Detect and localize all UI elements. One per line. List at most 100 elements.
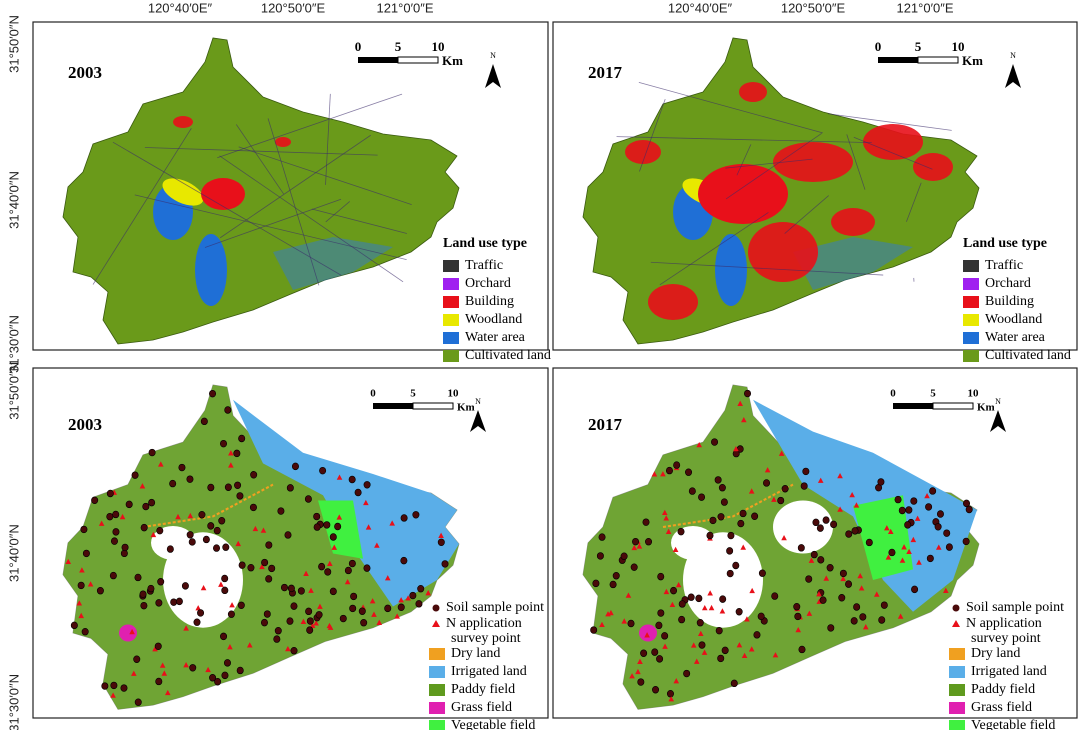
- soil-sample-point: [763, 479, 771, 487]
- soil-sample-point: [630, 563, 638, 571]
- survey-point: [98, 520, 105, 526]
- soil-sample-point: [110, 537, 118, 545]
- soil-sample-point: [657, 609, 665, 617]
- soil-sample-point: [719, 595, 727, 603]
- soil-sample-point: [218, 517, 226, 525]
- soil-sample-point: [735, 608, 743, 616]
- soil-sample-point: [943, 529, 951, 537]
- survey-point: [259, 563, 265, 570]
- soil-sample-point: [845, 580, 853, 588]
- survey-point: [690, 642, 697, 648]
- soil-sample-point: [609, 580, 617, 589]
- legend-label: Paddy field: [971, 682, 1035, 697]
- soil-sample-point: [134, 698, 142, 706]
- survey-point: [740, 544, 747, 550]
- legend-label: Irrigated land: [971, 664, 1047, 679]
- soil-sample-point: [305, 607, 313, 616]
- soil-sample-point: [112, 510, 120, 519]
- soil-sample-point: [632, 537, 640, 546]
- traffic-road: [134, 194, 407, 261]
- soil-sample-point: [865, 538, 873, 547]
- soil-sample-point: [637, 678, 645, 686]
- survey-point: [853, 502, 860, 508]
- north-label: N: [995, 397, 1001, 406]
- soil-sample-point: [838, 594, 846, 602]
- traffic-road: [219, 155, 404, 283]
- survey-point: [150, 531, 157, 538]
- survey-point: [336, 514, 343, 520]
- soil-sample-point: [224, 483, 232, 491]
- grass-field: [639, 624, 657, 642]
- scale-label: 10: [448, 388, 460, 400]
- soil-sample-point: [384, 604, 392, 613]
- soil-sample-point: [652, 686, 660, 694]
- year-label: 2003: [68, 415, 102, 434]
- survey-point: [157, 461, 164, 467]
- traffic-road: [92, 128, 192, 285]
- survey-point: [139, 483, 146, 489]
- survey-point: [873, 591, 880, 597]
- soil-sample-point: [221, 574, 229, 583]
- legend-swatch: [443, 278, 459, 290]
- survey-point: [228, 450, 234, 456]
- building: [739, 82, 767, 102]
- traffic-road: [267, 118, 320, 286]
- soil-sample-point: [265, 575, 273, 583]
- soil-sample-point: [148, 448, 156, 457]
- survey-point: [195, 605, 201, 611]
- survey-point: [663, 588, 670, 595]
- soil-sample-point: [273, 635, 281, 643]
- survey-point: [65, 558, 72, 565]
- soil-sample-point: [220, 439, 228, 448]
- soil-sample-point: [698, 641, 706, 649]
- longitude-label: 121°0′0″E: [896, 0, 953, 15]
- north-arrow: [470, 410, 486, 432]
- traffic-road: [616, 136, 872, 143]
- soil-sample-point: [688, 487, 696, 495]
- traffic-road: [112, 141, 342, 276]
- traffic-road: [725, 158, 813, 169]
- soil-sample-point: [178, 463, 186, 472]
- soil-sample-point: [125, 500, 133, 509]
- soil-sample-point: [200, 417, 208, 426]
- survey-point: [110, 692, 116, 698]
- soil-sample-point: [805, 575, 813, 583]
- soil-sample-point: [202, 535, 210, 544]
- legend-label: N application: [446, 616, 522, 631]
- soil-sample-point: [101, 682, 109, 690]
- survey-point: [808, 557, 815, 563]
- soil-sample-point: [121, 543, 129, 552]
- soil-sample-point: [329, 533, 337, 541]
- soil-sample-point: [363, 564, 371, 572]
- soil-sample-point: [695, 594, 703, 603]
- legend-label: Vegetable field: [971, 718, 1055, 730]
- soil-sample-point: [198, 511, 206, 519]
- latitude-label: 31°50′0″N: [6, 15, 21, 73]
- soil-sample-point: [110, 681, 118, 690]
- soil-sample-point: [696, 618, 704, 627]
- soil-sample-point: [166, 545, 174, 553]
- soil-sample-point: [170, 598, 178, 606]
- soil-sample-point: [812, 518, 820, 527]
- soil-sample-point: [911, 585, 919, 594]
- traffic-road: [736, 144, 752, 176]
- soil-sample-point: [286, 617, 294, 625]
- legend-swatch: [949, 702, 965, 714]
- soil-sample-point: [147, 584, 155, 593]
- survey-point: [252, 525, 259, 532]
- traffic-road: [204, 198, 342, 248]
- soil-sample-point: [721, 646, 729, 655]
- soil-sample-point: [155, 599, 163, 607]
- soil-sample-point: [186, 531, 194, 539]
- paddy-field: [583, 384, 979, 710]
- soil-sample-point: [400, 514, 408, 522]
- soil-sample-point: [139, 590, 147, 598]
- latitude-label: 31°40′0″N: [6, 524, 21, 582]
- survey-point: [218, 581, 224, 587]
- soil-sample-point: [822, 516, 830, 524]
- survey-point: [344, 578, 351, 585]
- traffic-road: [827, 113, 952, 131]
- soil-sample-point: [400, 556, 408, 565]
